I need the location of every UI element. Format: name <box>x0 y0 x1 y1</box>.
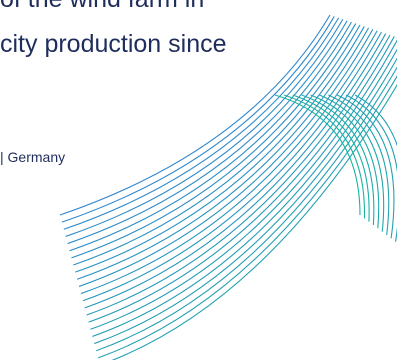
wave-line <box>292 94 370 222</box>
wave-line <box>67 20 348 245</box>
headline-line-1: of the wind farm in <box>0 0 204 12</box>
wave-line <box>283 94 365 219</box>
wave-line <box>310 94 380 229</box>
wave-line <box>90 39 397 330</box>
wave-line <box>73 24 361 266</box>
wave-line <box>88 36 395 323</box>
wave-line <box>97 75 397 359</box>
location-label: | Germany <box>0 149 66 165</box>
wave-line <box>71 23 357 259</box>
wave-line <box>75 26 365 273</box>
headline: of the wind farm in city production sinc… <box>0 0 397 70</box>
wave-line <box>328 94 390 236</box>
wave-line <box>80 30 378 295</box>
wave-line <box>274 94 361 216</box>
wave-line <box>86 34 391 316</box>
wave-line <box>76 27 370 280</box>
wave-line <box>301 94 375 226</box>
wave-line <box>92 48 397 337</box>
wave-line <box>94 57 397 345</box>
wave-line <box>69 21 352 252</box>
wave-line <box>336 94 395 239</box>
wave-line <box>345 94 397 242</box>
wave-line <box>65 19 344 237</box>
wave-line <box>82 31 382 302</box>
wave-line <box>61 16 335 223</box>
line-fan-green <box>274 94 397 242</box>
wave-line <box>354 94 397 147</box>
wave-line <box>59 14 331 216</box>
wave-line <box>63 17 340 230</box>
wave-line <box>84 33 387 309</box>
wave-line <box>78 29 374 287</box>
line-fan-blue <box>59 14 397 360</box>
wave-line <box>96 66 397 352</box>
wave-line <box>319 94 385 232</box>
headline-line-2: city production since <box>0 30 227 58</box>
wave-line <box>111 83 397 360</box>
